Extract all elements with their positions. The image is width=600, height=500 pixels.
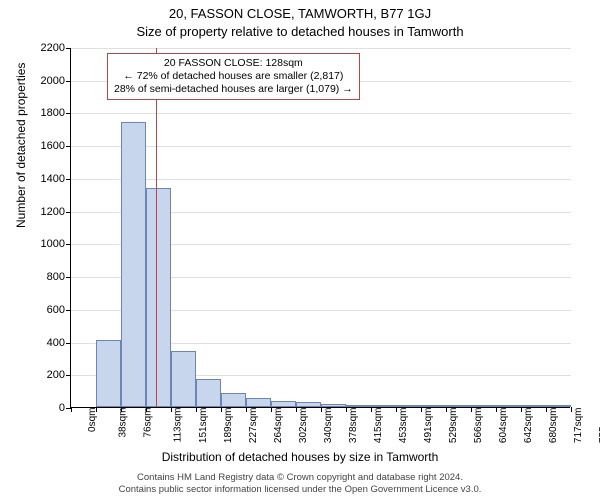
histogram-bar bbox=[121, 122, 146, 407]
histogram-bar bbox=[546, 405, 571, 407]
histogram-bar bbox=[446, 405, 471, 407]
gridline bbox=[71, 146, 571, 147]
y-tick-mark bbox=[66, 179, 71, 180]
x-tick-mark bbox=[321, 407, 322, 412]
y-tick-mark bbox=[66, 113, 71, 114]
y-tick-label: 400 bbox=[25, 337, 65, 349]
x-tick-mark bbox=[196, 407, 197, 412]
x-tick-label: 340sqm bbox=[323, 408, 334, 444]
histogram-bar bbox=[521, 405, 546, 407]
y-tick-label: 1600 bbox=[25, 140, 65, 152]
x-tick-mark bbox=[396, 407, 397, 412]
annotation-line: 20 FASSON CLOSE: 128sqm bbox=[114, 57, 353, 70]
x-tick-label: 566sqm bbox=[473, 408, 484, 444]
x-tick-mark bbox=[146, 407, 147, 412]
attribution-text: Contains HM Land Registry data © Crown c… bbox=[0, 472, 600, 496]
x-axis-label: Distribution of detached houses by size … bbox=[0, 450, 600, 464]
histogram-bar bbox=[221, 393, 246, 407]
x-tick-label: 38sqm bbox=[118, 408, 129, 438]
x-tick-label: 453sqm bbox=[398, 408, 409, 444]
annotation-line: ← 72% of detached houses are smaller (2,… bbox=[114, 70, 353, 83]
y-tick-mark bbox=[66, 48, 71, 49]
x-tick-mark bbox=[221, 407, 222, 412]
annotation-line: 28% of semi-detached houses are larger (… bbox=[114, 83, 353, 96]
histogram-bar bbox=[346, 405, 371, 407]
x-tick-mark bbox=[446, 407, 447, 412]
y-tick-mark bbox=[66, 81, 71, 82]
histogram-bar bbox=[196, 379, 221, 407]
x-tick-mark bbox=[96, 407, 97, 412]
y-tick-label: 600 bbox=[25, 304, 65, 316]
histogram-bar bbox=[421, 405, 446, 407]
histogram-bar bbox=[246, 398, 271, 407]
y-tick-label: 1400 bbox=[25, 173, 65, 185]
histogram-bar bbox=[146, 188, 171, 407]
x-tick-label: 113sqm bbox=[172, 408, 183, 443]
gridline bbox=[71, 179, 571, 180]
x-tick-mark bbox=[171, 407, 172, 412]
attribution-line: Contains HM Land Registry data © Crown c… bbox=[0, 472, 600, 484]
x-tick-label: 604sqm bbox=[498, 408, 509, 444]
page-address-title: 20, FASSON CLOSE, TAMWORTH, B77 1GJ bbox=[0, 6, 600, 21]
x-tick-mark bbox=[371, 407, 372, 412]
y-tick-mark bbox=[66, 375, 71, 376]
x-tick-mark bbox=[296, 407, 297, 412]
histogram-bar bbox=[96, 340, 121, 407]
property-marker-line bbox=[156, 48, 157, 407]
x-tick-mark bbox=[71, 407, 72, 412]
x-tick-mark bbox=[571, 407, 572, 412]
y-tick-mark bbox=[66, 343, 71, 344]
x-tick-label: 264sqm bbox=[273, 408, 284, 444]
y-tick-label: 2000 bbox=[25, 75, 65, 87]
y-tick-mark bbox=[66, 212, 71, 213]
y-tick-label: 200 bbox=[25, 369, 65, 381]
histogram-chart: 0200400600800100012001400160018002000220… bbox=[70, 48, 570, 408]
gridline bbox=[71, 113, 571, 114]
x-tick-label: 151sqm bbox=[198, 408, 209, 444]
page-subtitle: Size of property relative to detached ho… bbox=[0, 24, 600, 39]
x-tick-mark bbox=[546, 407, 547, 412]
x-tick-label: 227sqm bbox=[248, 408, 259, 444]
gridline bbox=[71, 48, 571, 49]
x-tick-mark bbox=[421, 407, 422, 412]
histogram-bar bbox=[396, 405, 421, 407]
y-tick-mark bbox=[66, 244, 71, 245]
y-tick-label: 800 bbox=[25, 271, 65, 283]
y-tick-label: 1000 bbox=[25, 238, 65, 250]
x-tick-mark bbox=[346, 407, 347, 412]
x-tick-label: 642sqm bbox=[523, 408, 534, 444]
y-tick-label: 1800 bbox=[25, 107, 65, 119]
histogram-bar bbox=[471, 405, 496, 407]
y-tick-label: 0 bbox=[25, 402, 65, 414]
x-tick-mark bbox=[521, 407, 522, 412]
histogram-bar bbox=[296, 402, 321, 407]
y-tick-mark bbox=[66, 310, 71, 311]
x-tick-mark bbox=[246, 407, 247, 412]
y-tick-label: 2200 bbox=[25, 42, 65, 54]
x-tick-label: 491sqm bbox=[423, 408, 434, 444]
x-tick-mark bbox=[271, 407, 272, 412]
x-tick-label: 680sqm bbox=[548, 408, 559, 444]
y-tick-label: 1200 bbox=[25, 206, 65, 218]
x-tick-label: 415sqm bbox=[373, 408, 384, 444]
x-tick-label: 189sqm bbox=[223, 408, 234, 444]
plot-area: 0200400600800100012001400160018002000220… bbox=[70, 48, 570, 408]
x-tick-mark bbox=[496, 407, 497, 412]
histogram-bar bbox=[496, 405, 521, 407]
annotation-box: 20 FASSON CLOSE: 128sqm← 72% of detached… bbox=[107, 53, 360, 100]
attribution-line: Contains public sector information licen… bbox=[0, 484, 600, 496]
x-tick-mark bbox=[471, 407, 472, 412]
histogram-bar bbox=[271, 401, 296, 407]
histogram-bar bbox=[321, 404, 346, 407]
y-tick-mark bbox=[66, 277, 71, 278]
y-tick-mark bbox=[66, 146, 71, 147]
x-tick-label: 378sqm bbox=[348, 408, 359, 444]
x-tick-label: 76sqm bbox=[143, 408, 154, 438]
x-tick-label: 302sqm bbox=[298, 408, 309, 444]
x-tick-mark bbox=[121, 407, 122, 412]
histogram-bar bbox=[371, 405, 396, 407]
x-tick-label: 529sqm bbox=[448, 408, 459, 444]
histogram-bar bbox=[171, 351, 196, 407]
x-tick-label: 717sqm bbox=[573, 408, 584, 444]
